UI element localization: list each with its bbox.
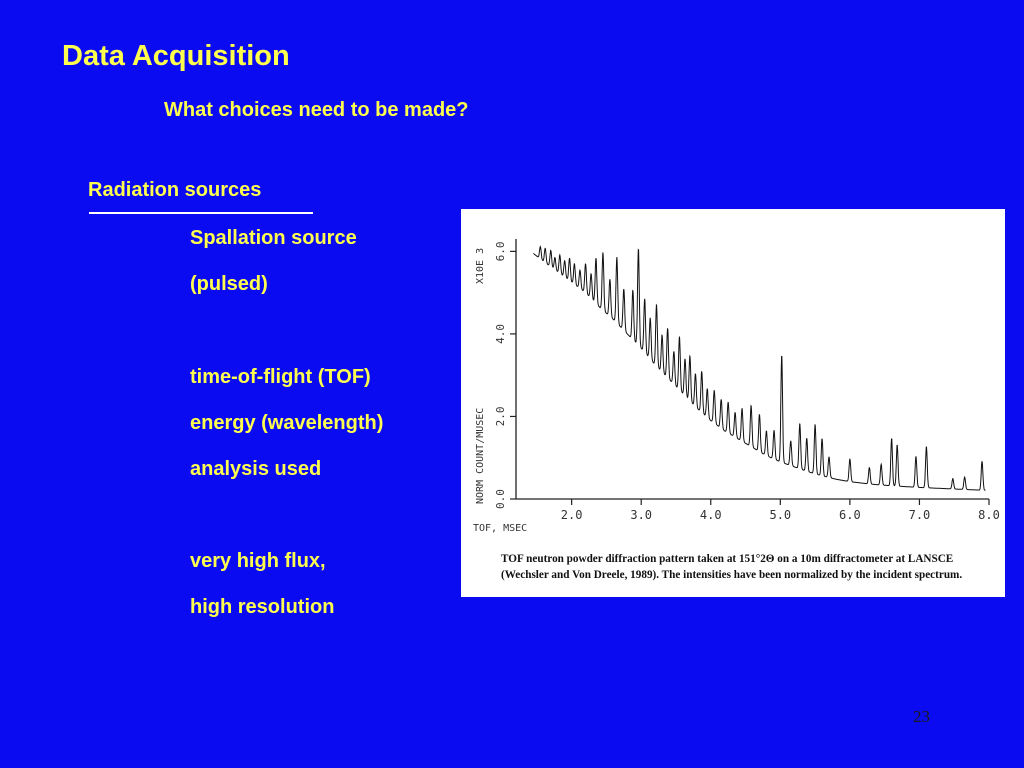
caption-line: (Wechsler and Von Dreele, 1989). The int… <box>501 569 963 581</box>
body-line-tof: time-of-flight (TOF) <box>190 366 371 388</box>
body-line-flux: very high flux, <box>190 550 326 572</box>
x-tick-label: 8.0 <box>978 508 1000 522</box>
x-tick-label: 7.0 <box>909 508 931 522</box>
body-line-resolution: high resolution <box>190 596 335 618</box>
tof-diffraction-chart: 2.0 3.0 4.0 5.0 6.0 7.0 8.0 0.0 2.0 4.0 6.0 TOF, … <box>473 239 1000 534</box>
section-underline <box>89 212 313 214</box>
y-tick-label: 6.0 <box>494 241 507 261</box>
y-tick-label: 0.0 <box>494 489 507 509</box>
x-tick-label: 3.0 <box>630 508 652 522</box>
diffraction-figure: 2.0 3.0 4.0 5.0 6.0 7.0 8.0 0.0 2.0 4.0 6.0 TOF, … <box>461 209 1005 597</box>
x-ticks: 2.0 3.0 4.0 5.0 6.0 7.0 8.0 <box>561 499 1000 522</box>
y-tick-label: 4.0 <box>494 324 507 344</box>
body-line-pulsed: (pulsed) <box>190 273 268 295</box>
figure-caption: TOF neutron powder diffraction pattern t… <box>501 551 1001 583</box>
body-line-energy: energy (wavelength) <box>190 412 384 434</box>
caption-line: TOF neutron powder diffraction pattern t… <box>501 553 954 565</box>
x-tick-label: 6.0 <box>839 508 861 522</box>
body-line-analysis: analysis used <box>190 458 322 480</box>
y-multiplier-label: X10E 3 <box>475 248 486 284</box>
x-tick-label: 5.0 <box>769 508 791 522</box>
slide-subtitle: What choices need to be made? <box>164 99 469 121</box>
x-tick-label: 2.0 <box>561 508 583 522</box>
y-tick-label: 2.0 <box>494 407 507 427</box>
x-tick-label: 4.0 <box>700 508 722 522</box>
y-axis-label: NORM COUNT/MUSEC <box>475 408 486 504</box>
body-line-spallation: Spallation source <box>190 227 357 249</box>
page-number: 23 <box>913 707 930 726</box>
x-axis-label: TOF, MSEC <box>473 523 527 534</box>
tof-series-line <box>533 245 986 491</box>
section-heading: Radiation sources <box>88 179 262 201</box>
y-ticks: 0.0 2.0 4.0 6.0 <box>494 241 516 509</box>
slide-title: Data Acquisition <box>62 40 290 72</box>
